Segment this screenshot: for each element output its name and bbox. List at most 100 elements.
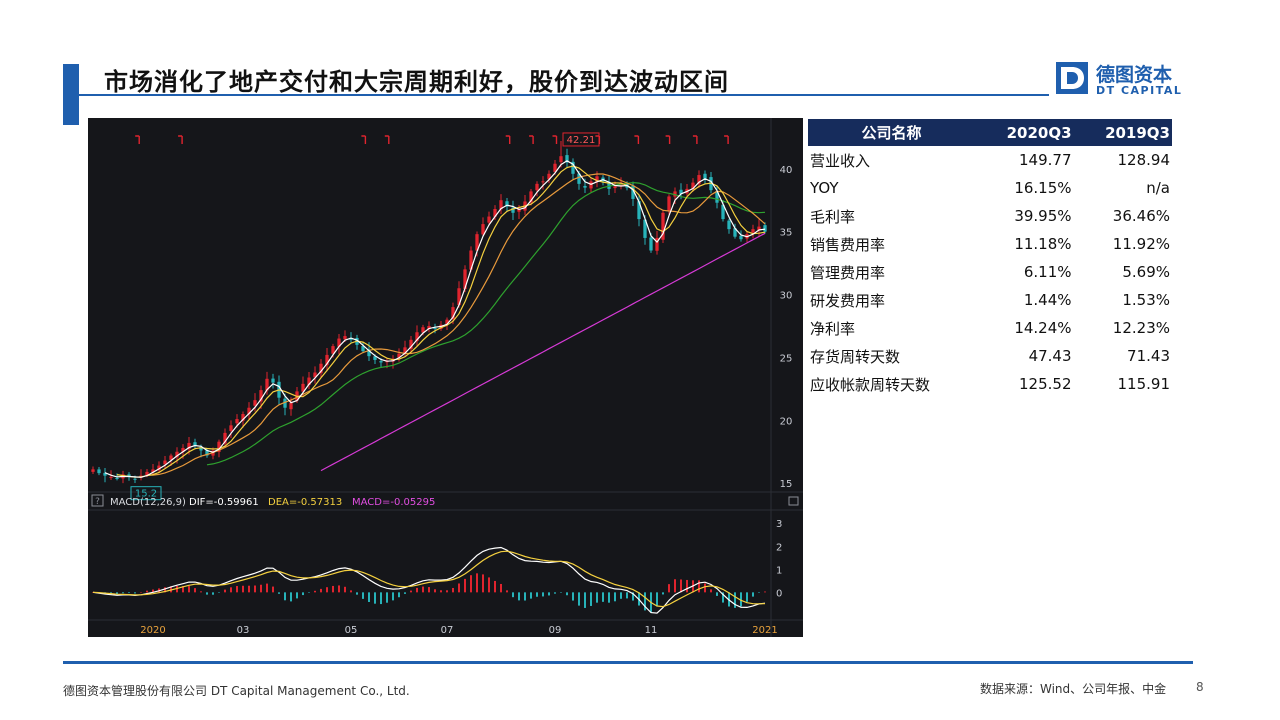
macd-bar xyxy=(212,592,214,595)
event-flag-icon xyxy=(665,135,671,144)
candle-body xyxy=(403,347,407,353)
macd-bar xyxy=(584,592,586,608)
candle-body xyxy=(661,212,665,240)
logo-mark-icon xyxy=(1056,62,1088,94)
macd-bar xyxy=(134,592,136,594)
candle-body xyxy=(649,237,653,251)
column-header-2020q3: 2020Q3 xyxy=(975,119,1074,146)
macd-bar xyxy=(572,592,574,601)
macd-bar xyxy=(614,592,616,602)
event-flag-icon xyxy=(384,135,390,144)
macd-bar xyxy=(380,592,382,605)
macd-bar xyxy=(464,578,466,593)
macd-bar xyxy=(302,592,304,596)
macd-bar xyxy=(206,592,208,595)
cell-2020q3: 6.11% xyxy=(1023,263,1072,281)
macd-bar xyxy=(476,573,478,593)
macd-bar xyxy=(326,587,328,593)
macd-bar xyxy=(290,592,292,602)
candle-body xyxy=(667,196,671,211)
macd-bar xyxy=(308,592,310,593)
macd-bar xyxy=(278,592,280,594)
macd-bar xyxy=(470,575,472,593)
title-divider xyxy=(79,94,1049,96)
cell-2019q3: 5.69% xyxy=(1122,263,1170,281)
macd-bar xyxy=(194,588,196,593)
cell-2020q3: 149.77 xyxy=(1019,151,1072,169)
macd-bar xyxy=(746,592,748,602)
macd-bar xyxy=(344,586,346,593)
candle-body xyxy=(331,346,335,354)
table-row: 存货周转天数 47.43 71.43 xyxy=(808,342,1172,370)
candle-body xyxy=(469,250,473,270)
y-tick-label: 40 xyxy=(780,165,793,176)
macd-bar xyxy=(752,592,754,597)
macd-bar xyxy=(566,592,568,596)
macd-bar xyxy=(434,589,436,593)
dea-line xyxy=(92,550,766,608)
candle-body xyxy=(607,181,611,189)
candle-body xyxy=(397,353,401,358)
macd-bar xyxy=(392,592,394,601)
event-flag-icon xyxy=(178,135,183,144)
candle-body xyxy=(187,442,191,450)
help-icon-glyph: ? xyxy=(95,497,100,507)
candle-body xyxy=(235,419,239,424)
candle-body xyxy=(637,201,641,220)
candle-body xyxy=(319,363,323,374)
candle-body xyxy=(691,182,695,190)
macd-bar xyxy=(530,592,532,599)
row-label: 净利率 xyxy=(810,319,856,338)
candle-body xyxy=(217,441,221,452)
candle-body xyxy=(325,354,329,366)
macd-bar xyxy=(452,587,454,593)
cell-2020q3: 14.24% xyxy=(1014,319,1072,337)
macd-bar xyxy=(350,590,352,593)
macd-bar xyxy=(146,590,148,593)
macd-bar xyxy=(200,591,202,593)
macd-bar xyxy=(422,586,424,593)
macd-bar xyxy=(182,586,184,593)
cell-2020q3: 16.15% xyxy=(1014,179,1072,197)
macd-bar xyxy=(620,592,622,599)
ma60-line xyxy=(206,181,766,466)
macd-bar xyxy=(536,592,538,597)
candle-body xyxy=(265,378,269,391)
macd-bar xyxy=(698,580,700,593)
candle-body xyxy=(511,207,515,213)
event-flag-icon xyxy=(634,135,640,144)
macd-bar xyxy=(398,592,400,598)
candle-body xyxy=(463,269,467,290)
cell-2019q3: 1.53% xyxy=(1122,291,1170,309)
candle-body xyxy=(595,176,599,182)
x-tick-label: 07 xyxy=(441,625,454,636)
logo-text-cn: 德图资本 xyxy=(1096,64,1173,86)
candle-body xyxy=(223,432,227,444)
candle-body xyxy=(763,225,767,232)
y-tick-label: 20 xyxy=(780,416,793,427)
cell-2019q3: 115.91 xyxy=(1117,375,1171,393)
panel-toggle-icon xyxy=(788,496,799,506)
macd-bar xyxy=(632,592,634,601)
macd-bar xyxy=(416,587,418,593)
cell-2020q3: 11.18% xyxy=(1014,235,1072,253)
candle-body xyxy=(703,173,707,179)
table-header-row: 公司名称 2020Q3 2019Q3 xyxy=(808,119,1172,146)
candle-body xyxy=(421,327,425,333)
macd-bar xyxy=(764,591,766,593)
macd-bar xyxy=(524,592,526,601)
cell-2019q3: 128.94 xyxy=(1117,151,1171,169)
candle-body xyxy=(427,325,431,330)
macd-bar xyxy=(662,592,664,595)
macd-bar xyxy=(128,592,130,594)
table-row: 毛利率 39.95% 36.46% xyxy=(808,202,1172,230)
macd-tick-label: 1 xyxy=(776,565,782,576)
macd-bar xyxy=(704,583,706,593)
candle-body xyxy=(583,185,587,188)
candle-body xyxy=(577,173,581,184)
candle-body xyxy=(613,186,617,189)
y-tick-label: 15 xyxy=(780,479,793,490)
macd-bar xyxy=(560,592,562,593)
column-header-company: 公司名称 xyxy=(808,119,976,146)
max-price-label: 42.21 xyxy=(567,135,596,146)
